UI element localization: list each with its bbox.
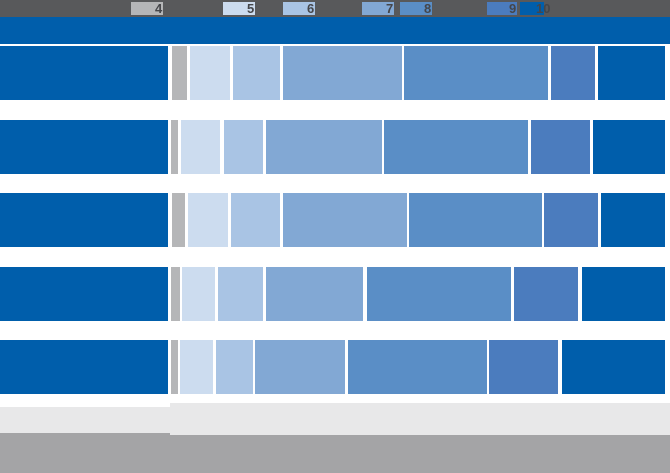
- legend-label-4: 4: [155, 1, 163, 16]
- legend-swatch-4: [131, 2, 163, 15]
- segment-rating-4: [171, 120, 178, 174]
- legend-label-9: 9: [509, 1, 517, 16]
- legend-swatch-8: [400, 2, 432, 15]
- bar-row-2: [0, 120, 670, 174]
- segment-rating-5: [182, 267, 215, 321]
- legend-label-8: 8: [424, 1, 432, 16]
- segment-rating-9: [544, 193, 598, 247]
- segment-rating-7: [283, 193, 407, 247]
- legend-swatch-7: [362, 2, 394, 15]
- row-label-4: [0, 267, 168, 321]
- legend-label-6: 6: [307, 1, 315, 16]
- bar-row-4: [0, 267, 670, 321]
- segment-rating-10: [582, 267, 665, 321]
- footer-light-left: [0, 407, 170, 433]
- segment-rating-10: [593, 120, 665, 174]
- segment-rating-7: [255, 340, 345, 394]
- segment-rating-8: [384, 120, 528, 174]
- segment-rating-8: [367, 267, 511, 321]
- footer-dark-right: [170, 435, 670, 473]
- legend-label-5: 5: [247, 1, 255, 16]
- segment-rating-9: [551, 46, 595, 100]
- segment-rating-8: [409, 193, 542, 247]
- segment-rating-4: [172, 46, 187, 100]
- segment-rating-9: [514, 267, 578, 321]
- segment-rating-4: [172, 193, 185, 247]
- segment-rating-5: [181, 120, 220, 174]
- segment-rating-10: [601, 193, 665, 247]
- segment-rating-10: [598, 46, 665, 100]
- segment-rating-7: [266, 120, 382, 174]
- segment-rating-5: [188, 193, 228, 247]
- legend-swatch-10: [520, 2, 544, 15]
- segment-rating-10: [562, 340, 665, 394]
- legend-swatch-9: [487, 2, 517, 15]
- segment-rating-4: [171, 340, 178, 394]
- legend-swatch-5: [223, 2, 255, 15]
- segment-rating-5: [180, 340, 213, 394]
- row-label-3: [0, 193, 168, 247]
- segment-rating-4: [171, 267, 180, 321]
- segment-rating-7: [283, 46, 402, 100]
- segment-rating-7: [266, 267, 363, 321]
- segment-rating-9: [531, 120, 590, 174]
- segment-rating-6: [216, 340, 253, 394]
- row-label-2: [0, 120, 168, 174]
- legend-label-10: 10: [536, 1, 551, 16]
- segment-rating-6: [231, 193, 280, 247]
- legend-swatch-6: [283, 2, 315, 15]
- footer-dark-left: [0, 433, 170, 473]
- bar-row-5: [0, 340, 670, 394]
- segment-rating-5: [190, 46, 230, 100]
- bar-row-1: [0, 46, 670, 100]
- footer-light-right: [170, 403, 670, 435]
- segment-rating-6: [224, 120, 263, 174]
- segment-rating-8: [404, 46, 548, 100]
- legend: 4 5 6 7 8 9 10: [0, 0, 670, 17]
- segment-rating-8: [348, 340, 487, 394]
- row-label-5: [0, 340, 168, 394]
- segment-rating-9: [489, 340, 558, 394]
- row-label-1: [0, 46, 168, 100]
- segment-rating-6: [218, 267, 263, 321]
- bar-row-3: [0, 193, 670, 247]
- segment-rating-6: [233, 46, 280, 100]
- legend-label-7: 7: [386, 1, 394, 16]
- title-band: [0, 17, 670, 44]
